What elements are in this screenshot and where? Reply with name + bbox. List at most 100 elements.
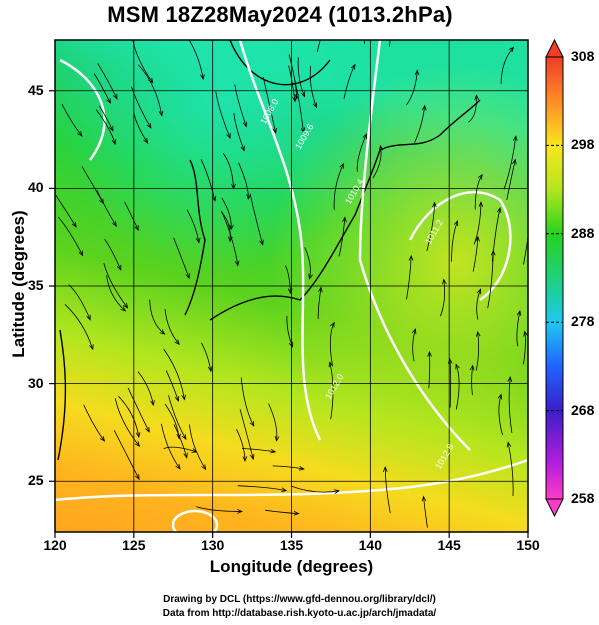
streamline	[173, 424, 188, 458]
streamline	[133, 112, 149, 144]
streamline-arrowhead	[330, 321, 335, 328]
streamline-arrowhead	[326, 17, 330, 22]
streamline-arrowhead	[272, 127, 277, 134]
y-tick-label: 25	[28, 472, 44, 489]
streamline	[384, 467, 391, 514]
streamline	[81, 166, 104, 204]
y-tick-label: 40	[28, 179, 44, 196]
map-grid	[55, 40, 528, 532]
streamline-arrowhead	[113, 93, 118, 100]
contour-line	[59, 58, 106, 161]
streamline-arrowhead	[281, 487, 288, 493]
streamline	[406, 255, 412, 300]
streamline-arrowhead	[432, 201, 437, 208]
streamline	[236, 428, 246, 462]
streamline	[523, 331, 526, 365]
streamline	[451, 220, 458, 262]
colorbar-strip	[545, 56, 564, 500]
streamline-arrowhead	[207, 366, 213, 373]
contour-line	[171, 509, 219, 532]
streamline-arrowhead	[270, 448, 277, 454]
streamline-arrowhead	[249, 454, 255, 461]
streamline-arrowhead	[300, 127, 306, 134]
streamline	[221, 197, 232, 230]
streamline	[526, 40, 528, 48]
streamline	[104, 238, 122, 271]
streamline	[329, 362, 334, 420]
x-tick-label: 140	[358, 537, 382, 553]
streamline	[163, 446, 197, 453]
hokkaido-coast	[379, 99, 481, 151]
streamline	[491, 207, 501, 262]
streamline	[222, 153, 234, 189]
coastlines	[57, 40, 481, 461]
streamline-arrowhead	[370, 17, 375, 22]
streamline-arrowhead	[242, 121, 248, 128]
streamline	[237, 485, 287, 491]
streamline	[412, 328, 416, 362]
streamline	[316, 40, 321, 52]
contour-line	[408, 190, 512, 302]
streamline	[414, 105, 426, 143]
streamline	[426, 202, 435, 252]
y-tick-label: 35	[28, 277, 44, 293]
streamline	[449, 358, 452, 408]
streamline	[508, 377, 513, 434]
streamline-arrowhead	[145, 426, 150, 433]
streamline-arrowhead	[497, 393, 503, 400]
streamline-arrowhead	[292, 96, 297, 103]
colorbar-tick-label: 258	[571, 490, 595, 506]
streamline	[503, 136, 517, 190]
axis-tick-marks	[49, 90, 529, 538]
streamline	[472, 236, 479, 272]
streamline-arrowhead	[516, 309, 522, 316]
streamline	[131, 86, 152, 129]
contour-line	[358, 40, 471, 451]
streamline	[163, 348, 185, 400]
streamline-arrowhead	[408, 254, 414, 261]
streamline-arrowhead	[506, 441, 512, 448]
streamline-arrowhead	[529, 211, 533, 216]
streamline	[127, 387, 150, 433]
streamline	[118, 395, 140, 438]
streamline	[333, 163, 344, 210]
streamline	[356, 133, 367, 172]
streamline	[506, 159, 516, 200]
streamline-arrowhead	[71, 221, 77, 228]
streamline	[240, 377, 255, 427]
streamline	[215, 91, 231, 139]
streamline-arrowhead	[158, 110, 164, 117]
streamline	[406, 70, 418, 106]
streamline	[428, 351, 431, 389]
streamline-arrowhead	[174, 395, 180, 402]
streamline-arrowhead	[294, 93, 299, 100]
streamline-arrowhead	[242, 456, 248, 463]
streamline	[304, 247, 311, 279]
streamline-arrowhead	[77, 131, 83, 137]
streamline-arrowhead	[469, 364, 475, 371]
streamline-arrowhead	[496, 206, 502, 213]
streamline	[265, 509, 299, 514]
streamline	[234, 84, 247, 127]
streamline-arrowhead	[421, 104, 427, 111]
x-tick-label: 150	[516, 537, 540, 553]
streamline	[317, 287, 322, 320]
credit-drawing: Drawing by DCL (https://www.gfd-dennou.o…	[163, 594, 436, 605]
streamline	[137, 371, 154, 406]
streamline-arrowhead	[237, 509, 244, 514]
x-tick-label: 145	[437, 537, 461, 553]
streamline-arrowhead	[427, 350, 432, 357]
streamline-arrowhead	[134, 441, 141, 448]
x-axis-label: Longitude (degrees)	[209, 557, 374, 576]
y-tick-label: 30	[28, 374, 44, 391]
streamline-arrowhead	[350, 63, 356, 70]
streamline-arrowhead	[293, 511, 300, 516]
streamline-arrowhead	[111, 139, 117, 146]
streamline-arrowhead	[195, 237, 201, 244]
streamline-arrowhead	[201, 464, 207, 471]
contour-line	[238, 40, 322, 441]
streamline-arrowhead	[477, 173, 483, 180]
streamline-arrowhead	[99, 435, 106, 442]
streamline-arrowhead	[474, 94, 479, 101]
